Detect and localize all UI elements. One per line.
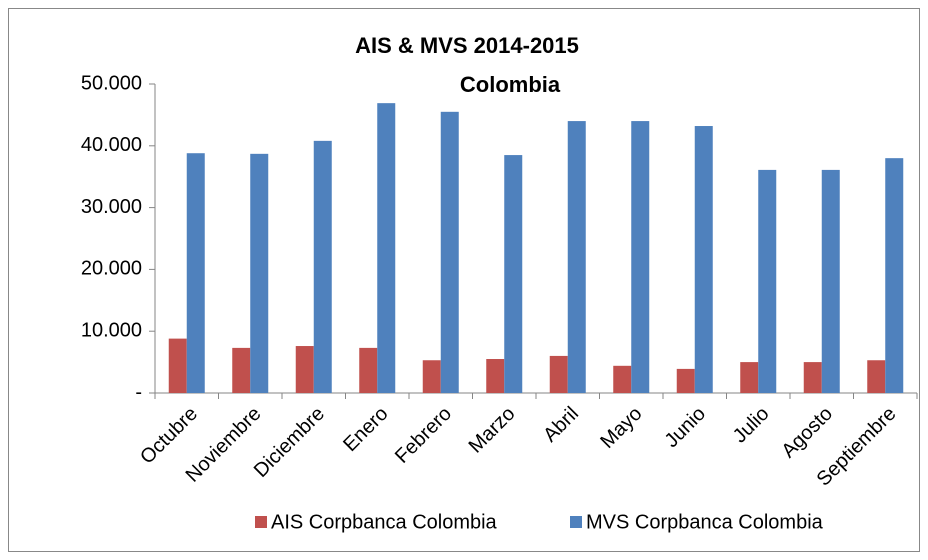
bar bbox=[232, 347, 251, 393]
chart-subtitle: Colombia bbox=[460, 72, 561, 97]
bar bbox=[440, 111, 459, 393]
bar bbox=[867, 360, 886, 393]
legend-swatch bbox=[570, 516, 582, 528]
y-tick-label: 20.000 bbox=[81, 258, 142, 280]
bar bbox=[486, 359, 505, 393]
y-tick-label: 10.000 bbox=[81, 319, 142, 341]
bar bbox=[613, 365, 632, 393]
bar bbox=[885, 158, 904, 393]
bar bbox=[168, 338, 187, 393]
y-tick-label: - bbox=[135, 381, 142, 403]
bar bbox=[295, 346, 314, 393]
bar bbox=[549, 355, 568, 393]
bar bbox=[567, 121, 586, 393]
bar bbox=[821, 169, 840, 393]
y-tick-label: 40.000 bbox=[81, 134, 142, 156]
bar bbox=[186, 153, 205, 393]
y-tick-label: 30.000 bbox=[81, 196, 142, 218]
legend-swatch bbox=[255, 516, 267, 528]
bar bbox=[422, 360, 441, 393]
bar bbox=[803, 362, 822, 393]
chart-title: AIS & MVS 2014-2015 bbox=[355, 33, 579, 58]
bar bbox=[250, 153, 269, 393]
bar bbox=[676, 368, 695, 393]
bar bbox=[504, 155, 523, 393]
legend-label: MVS Corpbanca Colombia bbox=[586, 511, 824, 533]
bar bbox=[377, 103, 396, 394]
bar bbox=[694, 126, 713, 394]
bar bbox=[631, 121, 650, 393]
bar bbox=[740, 362, 759, 393]
bar bbox=[313, 140, 332, 393]
y-tick-label: 50.000 bbox=[81, 72, 142, 94]
bar bbox=[758, 169, 777, 393]
legend-label: AIS Corpbanca Colombia bbox=[271, 511, 498, 533]
bar bbox=[359, 347, 378, 393]
